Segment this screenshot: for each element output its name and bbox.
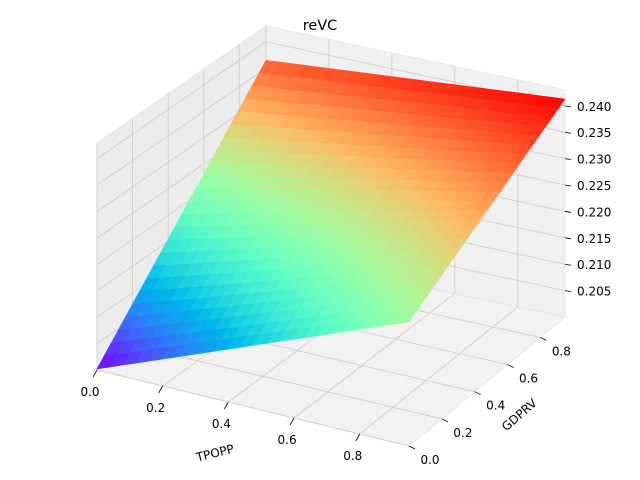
z-tick <box>564 290 572 292</box>
z-grid-line <box>96 41 566 160</box>
y-tick-label: 0.2 <box>453 426 472 440</box>
z-tick-label: 0.215 <box>577 232 611 246</box>
z-tick <box>564 105 572 108</box>
z-tick-label: 0.205 <box>577 285 611 299</box>
z-tick <box>564 263 572 266</box>
z-tick <box>564 131 572 134</box>
x-tick-label: 0.0 <box>80 385 99 399</box>
z-tick <box>564 211 572 213</box>
x-tick <box>224 401 229 410</box>
surface-patch <box>395 312 417 325</box>
x-axis-label: TPOPP <box>194 442 236 465</box>
y-tick <box>507 364 514 368</box>
x-tick-label: 0.4 <box>212 417 231 431</box>
y-axis-label: GDPRV <box>499 396 540 434</box>
y-tick <box>441 418 449 423</box>
y-tick <box>540 337 547 341</box>
axes: 0.0 0.2 0.4 0.6 0.8 0.0 0.2 0.4 0.6 0.8 0.205 0.210… <box>80 100 611 467</box>
x-tick-label: 0.2 <box>146 401 165 415</box>
z-tick-label: 0.220 <box>577 205 611 219</box>
x-tick <box>92 369 98 378</box>
z-tick <box>564 184 572 187</box>
x-tick-label: 0.8 <box>343 449 362 463</box>
x-tick <box>289 417 295 426</box>
surface <box>96 59 566 370</box>
y-tick <box>408 445 416 450</box>
y-tick-label: 0.6 <box>519 372 538 386</box>
z-tick <box>564 158 572 161</box>
y-tick-label: 0.4 <box>486 399 505 413</box>
y-tick <box>474 391 481 396</box>
y-tick-label: 0.0 <box>420 453 439 467</box>
z-tick <box>564 237 572 240</box>
z-tick-label: 0.230 <box>577 153 611 167</box>
y-tick-label: 0.8 <box>552 344 571 358</box>
x-tick <box>158 385 164 394</box>
z-tick-label: 0.240 <box>577 100 611 114</box>
z-tick-label: 0.210 <box>577 258 611 272</box>
chart-title: reVC <box>303 18 338 34</box>
x-tick <box>355 433 361 442</box>
z-tick-label: 0.225 <box>577 179 611 193</box>
z-tick-label: 0.235 <box>577 126 611 140</box>
x-tick-label: 0.6 <box>278 433 297 447</box>
